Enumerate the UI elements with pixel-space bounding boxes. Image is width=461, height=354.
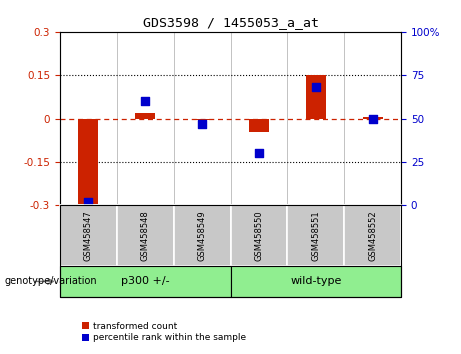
Bar (306, 75, 326, 119)
Text: wild-type: wild-type (290, 276, 342, 286)
Bar (249, 119, 269, 132)
Bar (192, 119, 212, 120)
Point (85, 199, 92, 205)
Text: GSM458549: GSM458549 (198, 210, 207, 261)
Point (369, 116, 376, 121)
Point (198, 121, 206, 127)
Text: genotype/variation: genotype/variation (5, 276, 97, 286)
Bar (78, 119, 98, 204)
Text: p300 +/-: p300 +/- (121, 276, 170, 286)
Bar (135, 113, 155, 119)
Text: GSM458551: GSM458551 (311, 210, 320, 261)
Title: GDS3598 / 1455053_a_at: GDS3598 / 1455053_a_at (142, 16, 319, 29)
Point (142, 98, 149, 104)
Text: GSM458550: GSM458550 (254, 210, 263, 261)
Text: GSM458548: GSM458548 (141, 210, 150, 261)
Text: GSM458547: GSM458547 (84, 210, 93, 261)
Point (255, 150, 263, 156)
Point (312, 85, 319, 90)
Legend: transformed count, percentile rank within the sample: transformed count, percentile rank withi… (78, 318, 249, 346)
Bar (363, 118, 383, 119)
Text: GSM458552: GSM458552 (368, 210, 377, 261)
